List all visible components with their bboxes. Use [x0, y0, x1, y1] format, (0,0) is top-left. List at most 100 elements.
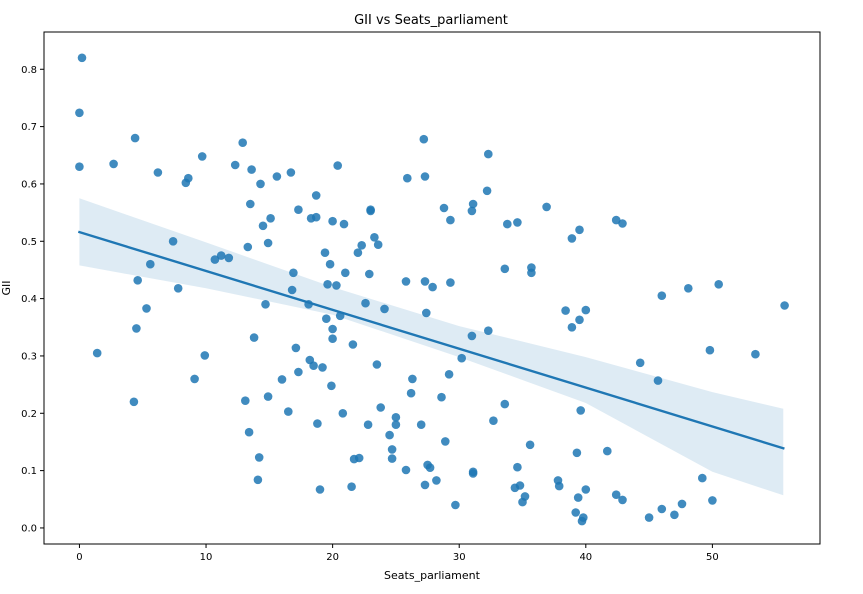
scatter-point: [457, 353, 467, 363]
scatter-point: [168, 237, 178, 246]
scatter-point: [451, 500, 460, 510]
scatter-point: [376, 403, 386, 412]
scatter-point: [432, 476, 441, 485]
scatter-point: [420, 172, 430, 181]
scatter-point: [243, 242, 253, 252]
scatter-point: [387, 454, 397, 463]
scatter-point: [291, 343, 301, 353]
scatter-point: [365, 269, 374, 279]
scatter-point: [327, 381, 336, 391]
scatter-point: [338, 409, 348, 418]
scatter-point: [286, 168, 296, 177]
y-axis-label: GII: [0, 280, 13, 295]
scatter-point: [525, 440, 535, 450]
x-tick-label: 0: [76, 552, 82, 563]
scatter-point: [503, 219, 512, 229]
scatter-point: [190, 374, 199, 384]
scatter-point: [484, 326, 493, 336]
scatter-point: [153, 168, 163, 177]
scatter-point: [309, 361, 318, 371]
scatter-point: [657, 504, 667, 514]
scatter-point: [347, 482, 356, 492]
scatter-point: [318, 363, 327, 372]
scatter-point: [579, 513, 588, 522]
scatter-point: [373, 240, 383, 249]
scatter-point: [322, 314, 331, 324]
scatter-point: [315, 485, 325, 494]
scatter-point: [339, 219, 349, 229]
scatter-point: [256, 179, 265, 189]
chart-title: GII vs Seats_parliament: [354, 13, 508, 28]
scatter-point: [363, 420, 373, 430]
y-tick-label: 0.3: [21, 351, 37, 362]
scatter-point: [576, 406, 585, 415]
scatter-point: [618, 495, 627, 505]
scatter-point: [653, 376, 663, 385]
plot-frame: [43, 31, 821, 545]
scatter-point: [391, 420, 401, 430]
scatter-point: [253, 475, 263, 485]
scatter-point: [751, 349, 760, 359]
scatter-point: [385, 430, 394, 440]
x-tick-label: 20: [326, 552, 339, 563]
scatter-point: [635, 358, 645, 368]
scatter-point: [370, 233, 379, 242]
scatter-point: [542, 202, 551, 212]
scatter-point: [132, 324, 141, 333]
scatter-point: [230, 160, 240, 170]
scatter-point: [500, 264, 510, 274]
scatter-point: [328, 334, 337, 344]
scatter-point: [708, 496, 717, 505]
scatter-points: [75, 53, 789, 526]
scatter-point: [146, 259, 155, 269]
x-axis: 0 10 20 30 40 50: [76, 544, 719, 563]
confidence-band: [79, 198, 784, 496]
regression-line-layer: [77, 230, 785, 450]
scatter-point: [420, 277, 430, 286]
scatter-point: [513, 462, 522, 472]
scatter-point: [328, 324, 337, 334]
scatter-point: [670, 510, 679, 520]
scatter-point: [714, 280, 723, 289]
x-tick-label: 10: [200, 552, 213, 563]
scatter-point: [567, 234, 577, 243]
scatter-point: [287, 285, 297, 295]
scatter-point: [224, 253, 234, 263]
scatter-point: [246, 199, 255, 209]
scatter-point: [428, 282, 437, 292]
scatter-point: [261, 300, 270, 309]
scatter-point: [348, 340, 358, 349]
scatter-point: [254, 453, 264, 462]
scatter-point: [200, 351, 210, 360]
scatter-point: [677, 499, 687, 509]
scatter-point: [325, 259, 335, 269]
scatter-point: [77, 53, 87, 63]
scatter-point: [353, 248, 363, 257]
scatter-point: [391, 413, 401, 422]
scatter-point: [571, 508, 580, 517]
scatter-point: [75, 108, 84, 118]
scatter-point: [439, 203, 449, 213]
scatter-point: [294, 205, 303, 214]
scatter-point: [554, 481, 564, 491]
scatter-point: [618, 219, 627, 228]
scatter-point: [657, 291, 667, 301]
scatter-point: [467, 331, 477, 341]
scatter-point: [263, 238, 273, 248]
scatter-point: [401, 277, 411, 286]
scatter-point: [247, 165, 256, 174]
y-tick-label: 0.5: [21, 237, 37, 248]
scatter-point: [705, 345, 715, 355]
y-tick-label: 0.8: [21, 65, 37, 76]
scatter-point: [489, 416, 498, 426]
scatter-point: [468, 469, 478, 478]
scatter-point: [258, 221, 268, 231]
scatter-point: [441, 437, 450, 446]
confidence-band-layer: [79, 198, 784, 496]
scatter-point: [419, 134, 429, 144]
scatter-point: [361, 298, 370, 308]
scatter-point: [422, 308, 431, 318]
scatter-point: [603, 446, 612, 456]
